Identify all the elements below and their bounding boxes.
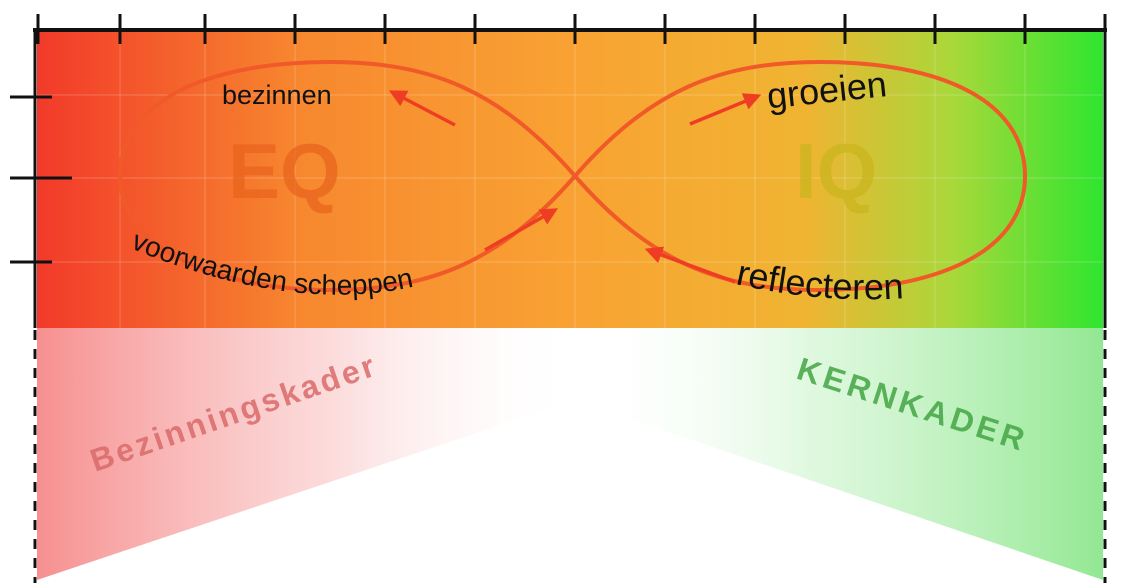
iq-label: IQ (795, 127, 877, 215)
bezinningskader-wedge (37, 328, 575, 580)
arrows (388, 90, 762, 284)
arrow-voorwaarden-icon (484, 208, 559, 252)
eq-label: EQ (228, 127, 341, 215)
left-ticks (10, 95, 72, 264)
bezinnen-label: bezinnen (222, 80, 332, 110)
arrow-groeien-icon (689, 93, 762, 126)
infinity-loop (117, 59, 1028, 293)
kernkader-wedge (575, 328, 1103, 580)
arrow-reflecteren-icon (644, 246, 736, 284)
arrow-bezinnen-icon (388, 90, 456, 127)
top-ticks (36, 14, 1107, 44)
